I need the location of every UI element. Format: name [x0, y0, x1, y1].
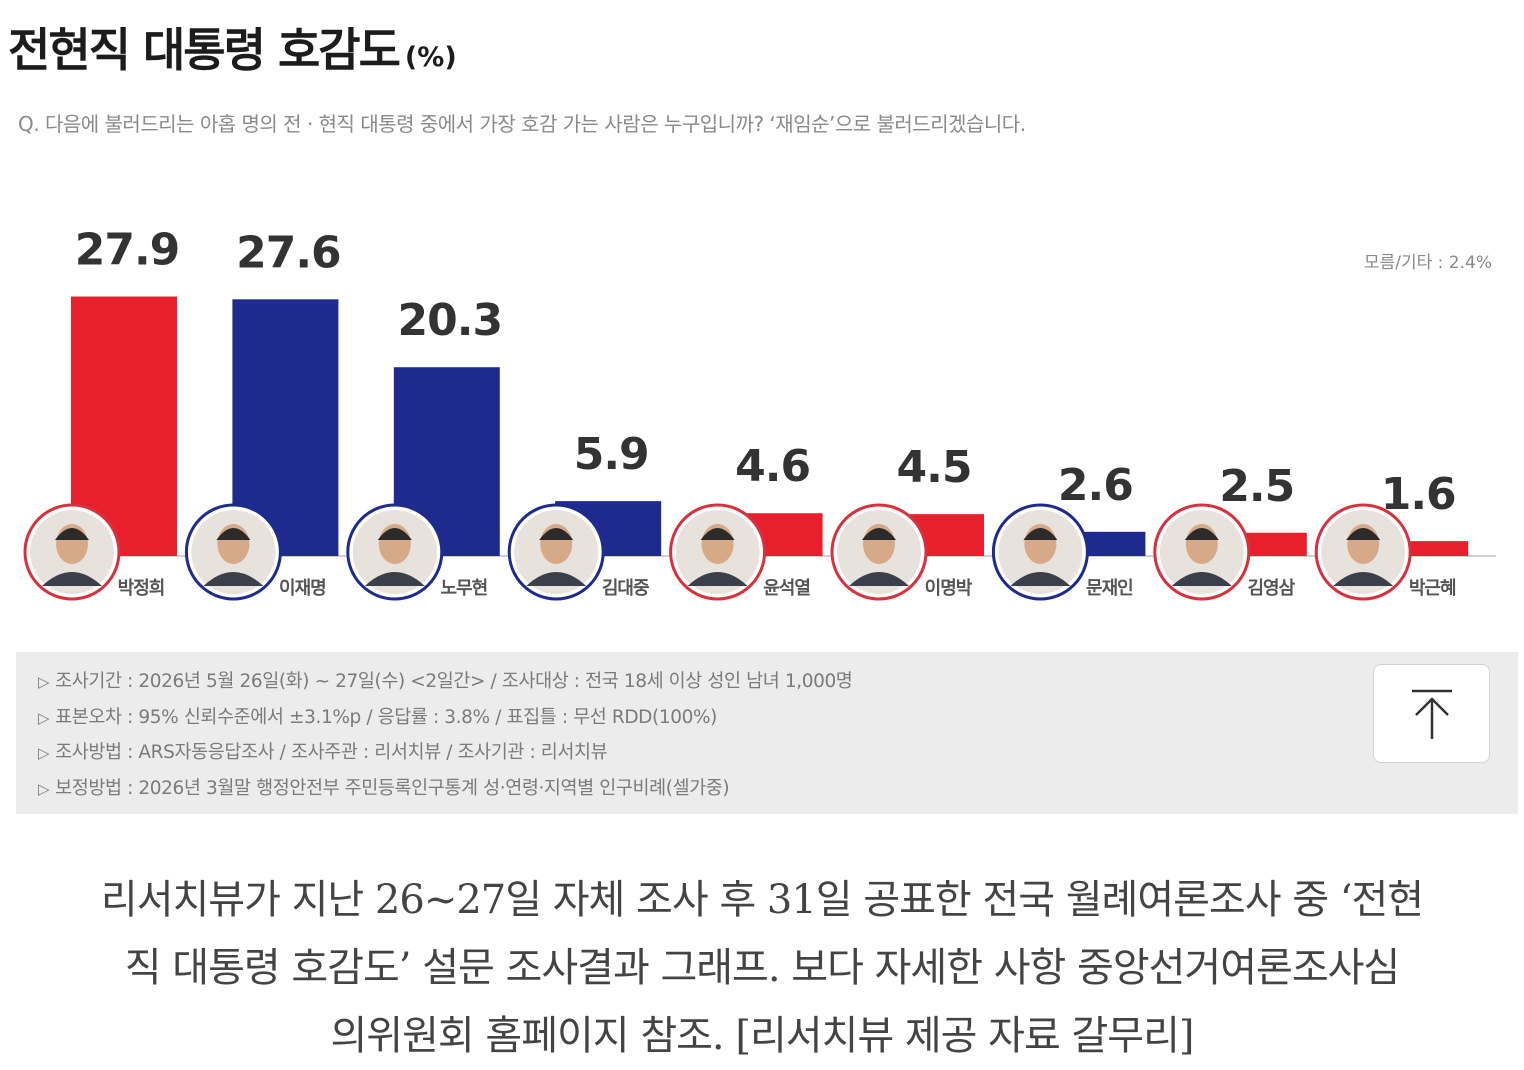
info-line-period: ▷ 조사기간 : 2026년 5월 26일(화) ~ 27일(수) <2일간> /…: [38, 664, 1518, 700]
portrait-suit-1: [42, 572, 102, 586]
portrait-hair-8: [1184, 528, 1219, 540]
category-label-3: 노무현: [440, 578, 487, 599]
category-label-7: 문재인: [1086, 578, 1133, 599]
category-label-6: 이명박: [925, 578, 973, 599]
info-line-method: ▷ 조사방법 : ARS자동응답조사 / 조사주관 : 리서치뷰 / 조사기관 :…: [38, 735, 1518, 771]
data-label-5: 4.6: [735, 441, 810, 492]
bullet-icon: ▷: [38, 708, 50, 727]
portrait-suit-4: [526, 572, 587, 586]
portrait-suit-2: [203, 572, 264, 586]
portrait-hair-7: [1023, 528, 1058, 540]
info-line-period-text: 조사기간 : 2026년 5월 26일(화) ~ 27일(수) <2일간> / …: [55, 671, 853, 692]
portrait-hair-1: [55, 528, 89, 540]
category-label-2: 이재명: [279, 578, 326, 599]
caption-line-1: 리서치뷰가 지난 26~27일 자체 조사 후 31일 공표한 전국 월례여론조…: [100, 877, 1424, 923]
category-label-5: 윤석열: [763, 578, 810, 599]
caption-line-2: 직 대통령 호감도’ 설문 조사결과 그래프. 보다 자세한 사항 중앙선거여론…: [124, 945, 1400, 991]
portrait-suit-6: [849, 572, 909, 586]
category-label-4: 김대중: [602, 578, 649, 599]
survey-info-box: ▷ 조사기간 : 2026년 5월 26일(화) ~ 27일(수) <2일간> /…: [16, 652, 1518, 814]
chart-title: 전현직 대통령 호감도 (%): [8, 14, 457, 80]
portrait-suit-3: [364, 572, 425, 586]
info-line-method-text: 조사방법 : ARS자동응답조사 / 조사주관 : 리서치뷰 / 조사기관 : …: [55, 742, 608, 763]
category-label-8: 김영삼: [1247, 578, 1295, 599]
portrait-hair-2: [216, 528, 251, 540]
data-label-3: 20.3: [398, 295, 503, 346]
arrow-up-to-top-icon: [1412, 689, 1452, 739]
chart-title-text: 전현직 대통령 호감도: [8, 23, 401, 77]
info-line-error-text: 표본오차 : 95% 신뢰수준에서 ±3.1%p / 응답률 : 3.8% / …: [55, 706, 717, 728]
portrait-hair-9: [1346, 528, 1381, 540]
other-note: 모름/기타 : 2.4%: [1363, 253, 1492, 273]
portrait-hair-5: [700, 528, 735, 540]
category-label-9: 박근혜: [1409, 578, 1456, 599]
category-label-1: 박정희: [118, 578, 165, 599]
info-line-weighting: ▷ 보정방법 : 2026년 3월말 행정안전부 주민등록인구통계 성·연령·지역…: [38, 771, 1518, 807]
portrait-hair-4: [539, 528, 574, 540]
data-label-8: 2.5: [1219, 461, 1294, 512]
survey-question: Q. 다음에 불러드리는 아홉 명의 전 · 현직 대통령 중에서 가장 호감 …: [18, 112, 1026, 136]
portrait-suit-8: [1171, 572, 1232, 586]
caption-line-3: 의위원회 홈페이지 참조. [리서치뷰 제공 자료 갈무리]: [330, 1013, 1194, 1059]
portrait-suit-9: [1333, 572, 1394, 586]
portrait-suit-7: [1010, 572, 1071, 586]
photo-caption: 리서치뷰가 지난 26~27일 자체 조사 후 31일 공표한 전국 월례여론조…: [40, 866, 1484, 1070]
data-label-2: 27.6: [236, 227, 341, 278]
portrait-hair-6: [862, 528, 896, 540]
data-label-1: 27.9: [75, 225, 180, 276]
info-line-weighting-text: 보정방법 : 2026년 3월말 행정안전부 주민등록인구통계 성·연령·지역별…: [55, 777, 730, 799]
chart-title-unit: (%): [404, 42, 457, 73]
portrait-hair-3: [377, 528, 412, 540]
bar-chart: 27.9 박정희 27.6 이재명 20.3 노무현 5.9 김대중 4.6 윤석열 4.5 이명박 2…: [23, 225, 1496, 601]
bullet-icon: ▷: [38, 744, 50, 762]
data-label-4: 5.9: [574, 429, 649, 480]
bullet-icon: ▷: [38, 673, 50, 691]
bullet-icon: ▷: [38, 779, 50, 798]
data-label-9: 1.6: [1381, 469, 1456, 520]
data-label-6: 4.5: [897, 442, 972, 493]
scroll-to-top-button[interactable]: [1373, 664, 1490, 763]
info-line-error: ▷ 표본오차 : 95% 신뢰수준에서 ±3.1%p / 응답률 : 3.8% /…: [38, 700, 1518, 736]
data-label-7: 2.6: [1058, 460, 1133, 511]
portrait-suit-5: [687, 572, 748, 586]
